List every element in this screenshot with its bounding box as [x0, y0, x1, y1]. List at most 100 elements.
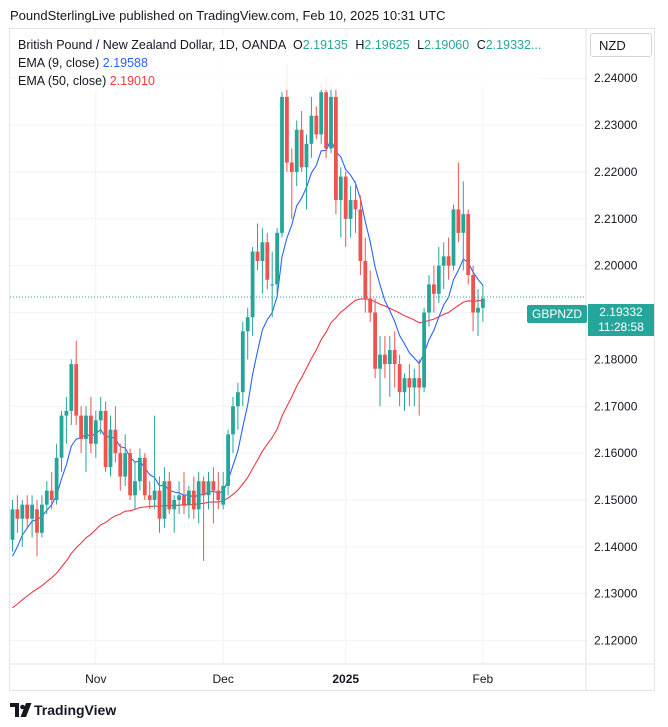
down-candle — [353, 181, 358, 233]
up-candle — [236, 382, 240, 430]
tradingview-brand[interactable]: TradingView — [10, 702, 116, 718]
close-value: 2.19332... — [485, 38, 542, 52]
candle-body — [69, 364, 74, 411]
candle-body — [397, 364, 402, 393]
candle-body — [138, 457, 142, 482]
up-candle — [280, 92, 284, 238]
ema50-line — [12, 298, 483, 609]
candle-body — [319, 92, 324, 135]
candle-body — [338, 176, 343, 201]
candle-body — [59, 415, 64, 458]
up-candle — [54, 443, 59, 505]
legend-ema50-row[interactable]: EMA (50, close) 2.19010 — [18, 72, 541, 90]
candle-body — [98, 410, 103, 421]
candle-body — [177, 495, 181, 500]
candle-body — [417, 378, 422, 388]
down-candle — [49, 471, 54, 510]
up-candle — [59, 410, 64, 472]
candle-body — [113, 429, 118, 454]
candle-body — [314, 115, 319, 135]
candle-body — [40, 504, 44, 533]
up-candle — [108, 415, 113, 477]
candle-body — [363, 260, 368, 299]
low-label: L — [417, 38, 425, 52]
candle-body — [260, 242, 265, 261]
up-candle — [10, 499, 15, 552]
up-candle — [427, 275, 431, 327]
currency-selector[interactable]: NZD — [590, 33, 652, 57]
down-candle — [211, 467, 216, 524]
candle-body — [481, 298, 485, 308]
candle-body — [15, 509, 20, 519]
candle-body — [436, 265, 441, 294]
up-candle — [187, 485, 191, 519]
candle-body — [157, 490, 162, 519]
candle-body — [54, 457, 59, 500]
down-candle — [118, 443, 123, 491]
candle-body — [392, 350, 397, 365]
up-candle — [98, 396, 103, 435]
candle-body — [35, 509, 39, 533]
up-candle — [451, 204, 456, 271]
open-value: 2.19135 — [302, 38, 348, 52]
up-candle — [30, 495, 34, 538]
open-label: O — [292, 38, 303, 52]
down-candle — [334, 87, 338, 215]
candle-body — [353, 200, 358, 210]
chart-frame — [9, 28, 655, 691]
down-candle — [368, 270, 373, 322]
candle-body — [221, 485, 226, 505]
grid — [10, 29, 586, 664]
up-candle — [138, 448, 142, 491]
high-value: 2.19625 — [364, 38, 410, 52]
candle-body — [466, 214, 471, 276]
up-candle — [319, 82, 324, 144]
candle-body — [407, 378, 412, 388]
down-candle — [157, 476, 162, 533]
y-tick-label: 2.14000 — [594, 540, 638, 554]
candle-body — [84, 415, 88, 440]
close-label: C — [476, 38, 486, 52]
down-candle — [358, 195, 363, 276]
legend-ema9-row[interactable]: EMA (9, close) 2.19588 — [18, 54, 541, 72]
candle-body — [368, 298, 373, 313]
candle-body — [93, 420, 98, 444]
y-tick-label: 2.15000 — [594, 493, 638, 507]
up-candle — [221, 471, 226, 510]
candle-body — [240, 331, 245, 393]
down-candle — [265, 232, 270, 290]
candle-body — [89, 415, 93, 444]
down-candle — [103, 401, 108, 472]
up-candle — [84, 406, 88, 472]
candle-body — [30, 504, 34, 519]
candles — [10, 64, 485, 561]
candle-body — [118, 453, 123, 477]
down-candle — [456, 162, 461, 243]
candle-body — [10, 509, 15, 540]
candle-body — [299, 129, 304, 168]
candle-body — [133, 481, 137, 496]
candle-body — [142, 457, 147, 496]
candle-body — [147, 495, 152, 500]
candle-body — [191, 490, 196, 510]
legend-instrument-row[interactable]: British Pound / New Zealand Dollar, 1D, … — [18, 36, 541, 54]
down-candle — [25, 495, 30, 529]
candle-body — [441, 256, 446, 266]
candle-body — [206, 481, 211, 496]
up-candle — [481, 284, 485, 322]
last-price-tag: 2.19332 11:28:58 — [588, 304, 654, 336]
candle-body — [280, 96, 284, 233]
up-candle — [387, 335, 392, 397]
up-candle — [412, 368, 417, 407]
candle-body — [461, 214, 466, 233]
down-candle — [397, 354, 402, 407]
candle-body — [471, 275, 475, 313]
up-candle — [304, 134, 309, 210]
candle-body — [378, 354, 382, 369]
candle-body — [250, 251, 255, 318]
down-candle — [142, 453, 147, 500]
candle-body — [25, 504, 30, 519]
candle-body — [294, 129, 299, 172]
candle-body — [427, 284, 431, 313]
